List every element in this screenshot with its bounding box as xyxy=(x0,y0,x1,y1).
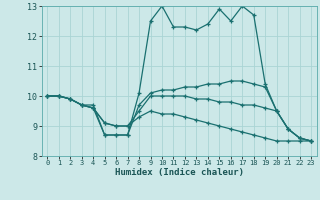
X-axis label: Humidex (Indice chaleur): Humidex (Indice chaleur) xyxy=(115,168,244,177)
